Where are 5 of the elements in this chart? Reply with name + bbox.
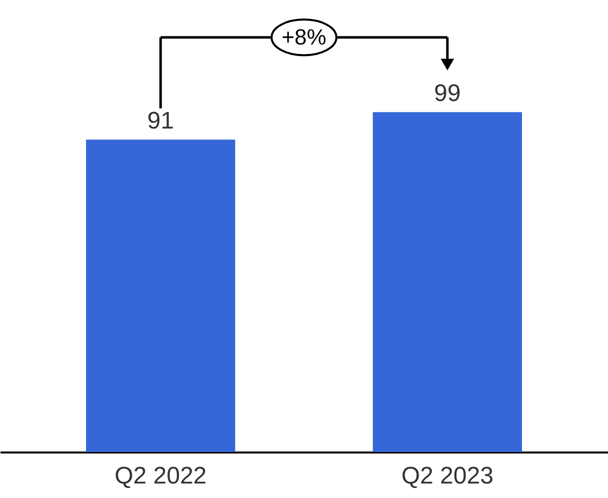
x-tick-label: Q2 2023 <box>401 462 494 490</box>
data-label: 99 <box>434 80 461 108</box>
x-tick-label: Q2 2022 <box>114 462 207 490</box>
text: +8% <box>282 24 326 50</box>
data-label: 91 <box>147 108 174 135</box>
